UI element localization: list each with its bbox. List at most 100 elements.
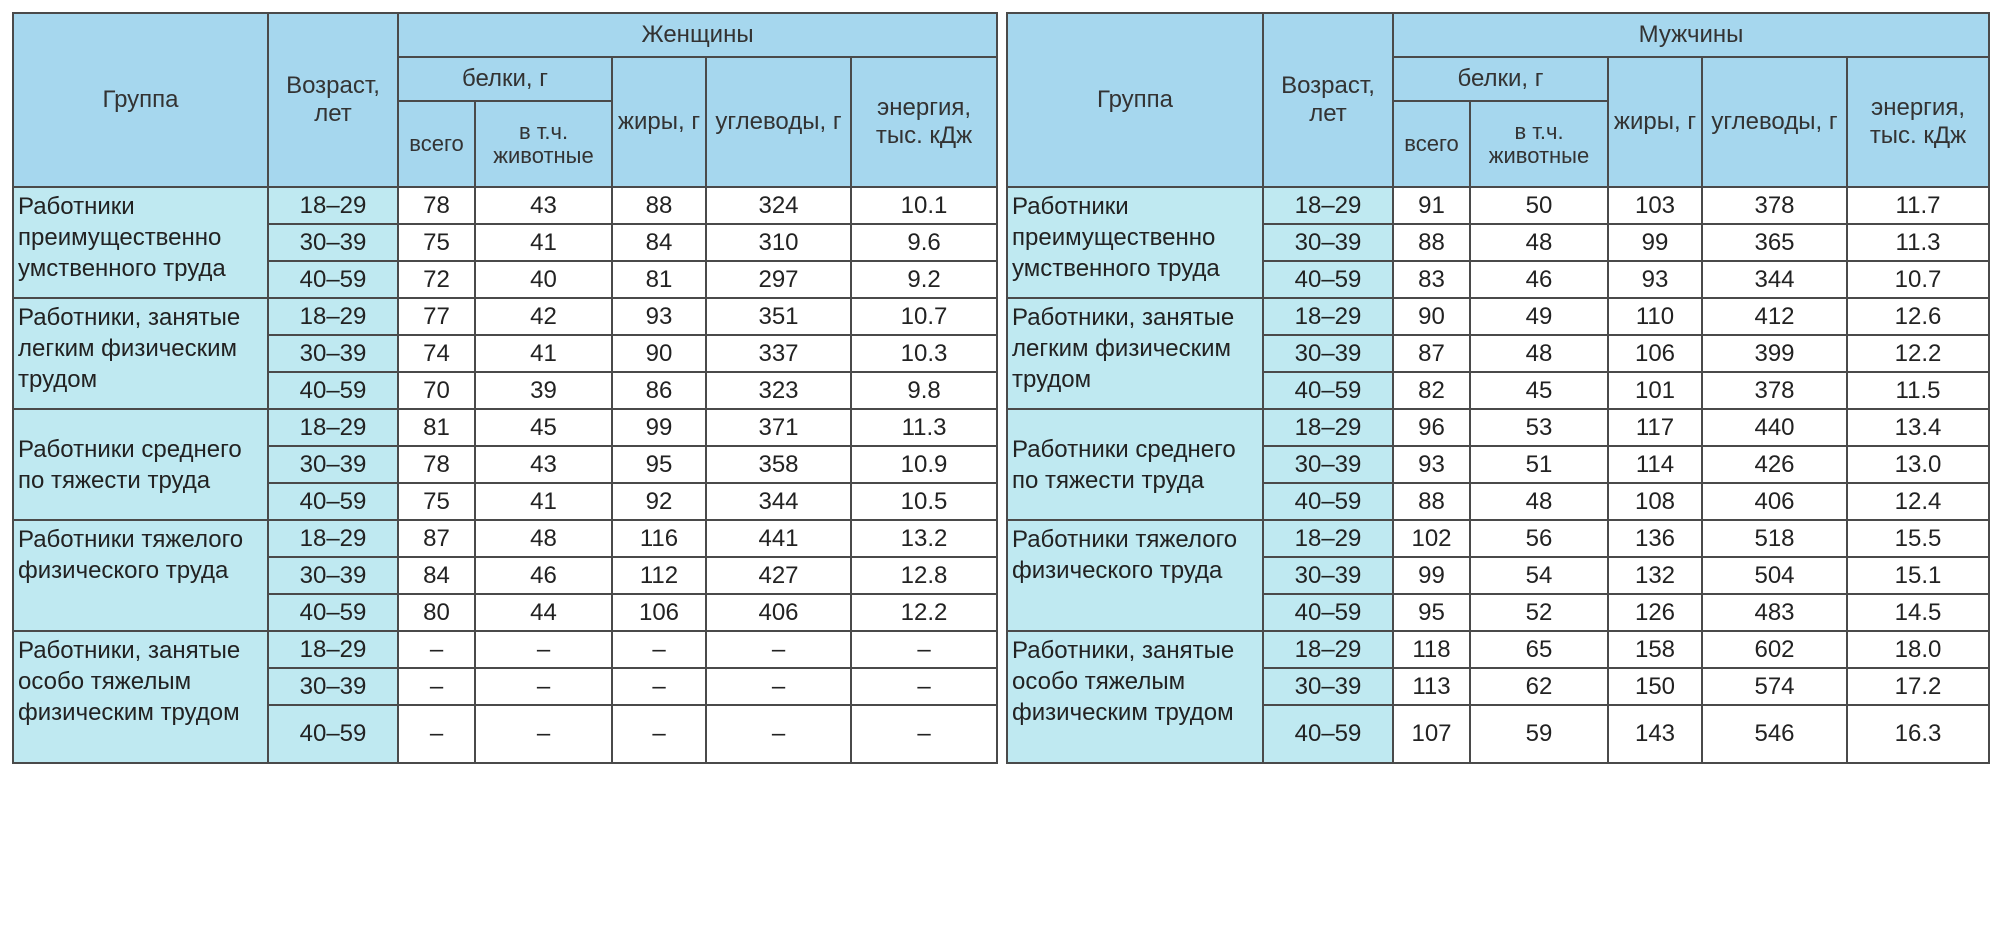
total-cell: 83	[1392, 260, 1471, 299]
animal-cell: 48	[1469, 334, 1609, 373]
animal-cell: 43	[474, 186, 613, 225]
total-cell: 107	[1392, 704, 1471, 764]
energy-cell: 9.2	[849, 260, 999, 299]
carbs-cell: 378	[1701, 186, 1848, 225]
animal-cell: 62	[1469, 667, 1609, 706]
table-row: 30–39 99 54 132 504 15.1	[1007, 556, 1991, 595]
carbs-cell: 483	[1701, 593, 1848, 632]
carbs-cell: 504	[1701, 556, 1848, 595]
table-row: 40–59– – – – –	[13, 704, 999, 764]
age-cell: 18–29	[267, 408, 399, 447]
fats-cell: 112	[611, 556, 707, 595]
table-row: 40–59 107 59 143 546 16.3	[1007, 704, 1991, 764]
age-cell: 40–59	[267, 704, 399, 764]
age-cell: 18–29	[1262, 297, 1394, 336]
total-cell: 88	[1392, 482, 1471, 521]
animal-cell: 39	[474, 371, 613, 410]
age-cell: 18–29	[267, 519, 399, 558]
carbs-cell: 378	[1701, 371, 1848, 410]
age-cell: 30–39	[267, 556, 399, 595]
animal-cell: 41	[474, 482, 613, 521]
age-cell: 30–39	[1262, 223, 1394, 262]
total-cell: 102	[1392, 519, 1471, 558]
table-row: 40–59 88 48 108 406 12.4	[1007, 482, 1991, 521]
age-cell: 18–29	[1262, 519, 1394, 558]
age-cell: 18–29	[1262, 408, 1394, 447]
group-name: Работники среднего по тяжести труда	[12, 408, 269, 521]
total-cell: 91	[1392, 186, 1471, 225]
group-name: Работники преимущественно умственного тр…	[1006, 186, 1264, 299]
animal-cell: –	[474, 630, 613, 669]
fats-cell: 92	[611, 482, 707, 521]
fats-cell: 88	[611, 186, 707, 225]
energy-cell: –	[849, 704, 999, 764]
fats-cell: 110	[1607, 297, 1703, 336]
animal-cell: 41	[474, 223, 613, 262]
men-nutrition-table: Группа Возраст, лет Мужчины белки, г жир…	[1006, 12, 1991, 764]
carbs-cell: 310	[705, 223, 852, 262]
energy-cell: 10.7	[1845, 260, 1991, 299]
total-cell: 113	[1392, 667, 1471, 706]
fats-cell: 114	[1607, 445, 1703, 484]
table-row: 30–39 78 43 95 358 10.9	[13, 445, 999, 484]
age-cell: 40–59	[267, 260, 399, 299]
animal-cell: 46	[474, 556, 613, 595]
fats-cell: 106	[611, 593, 707, 632]
carbs-cell: 427	[705, 556, 852, 595]
animal-cell: 65	[1469, 630, 1609, 669]
table-row: 40–59 95 52 126 483 14.5	[1007, 593, 1991, 632]
total-cell: 77	[397, 297, 476, 336]
animal-cell: 50	[1469, 186, 1609, 225]
fats-header: жиры, г	[611, 56, 707, 188]
energy-cell: 11.3	[1845, 223, 1991, 262]
age-cell: 40–59	[1262, 482, 1394, 521]
fats-cell: 86	[611, 371, 707, 410]
carbs-cell: 441	[705, 519, 852, 558]
fats-cell: 143	[1607, 704, 1703, 764]
total-cell: 87	[397, 519, 476, 558]
proteins-total-header: всего	[397, 100, 476, 188]
carbs-cell: 546	[1701, 704, 1848, 764]
carbs-header: углеводы, г	[1701, 56, 1848, 188]
group-name: Работники тяжелого физического труда	[12, 519, 269, 632]
energy-cell: 10.5	[849, 482, 999, 521]
table-row: 30–39 113 62 150 574 17.2	[1007, 667, 1991, 706]
fats-cell: 93	[1607, 260, 1703, 299]
carbs-cell: 344	[705, 482, 852, 521]
group-name: Работники, занятые особо тяжелым физичес…	[1006, 630, 1264, 764]
table-row: Работники среднего по тяжести труда 18–29…	[12, 408, 999, 521]
group-name: Работники тяжелого физического труда	[1006, 519, 1264, 632]
carbs-cell: 324	[705, 186, 852, 225]
carbs-cell: 574	[1701, 667, 1848, 706]
energy-cell: 10.3	[849, 334, 999, 373]
carbs-cell: –	[705, 630, 852, 669]
fats-cell: 84	[611, 223, 707, 262]
energy-header: энергия, тыс. кДж	[1845, 56, 1991, 188]
energy-cell: 12.6	[1845, 297, 1991, 336]
table-row: Работники, занятые легким физическим тру…	[1006, 297, 1991, 410]
age-header: Возраст, лет	[267, 12, 399, 188]
energy-cell: –	[849, 630, 999, 669]
total-cell: 88	[1392, 223, 1471, 262]
women-nutrition-table: Группа Возраст, лет Женщины белки, г жир…	[12, 12, 999, 764]
animal-cell: 43	[474, 445, 613, 484]
energy-cell: 12.4	[1845, 482, 1991, 521]
carbs-cell: 399	[1701, 334, 1848, 373]
proteins-animal-header: в т.ч. животные	[1469, 100, 1609, 188]
carbs-cell: 412	[1701, 297, 1848, 336]
total-cell: 81	[397, 408, 476, 447]
proteins-header: белки, г	[1392, 56, 1609, 102]
table-row: Работники преимущественно умственного тр…	[1006, 186, 1991, 299]
total-cell: 82	[1392, 371, 1471, 410]
carbs-cell: –	[705, 704, 852, 764]
proteins-header: белки, г	[397, 56, 613, 102]
carbs-cell: 297	[705, 260, 852, 299]
group-name: Работники, занятые легким физическим тру…	[1006, 297, 1264, 410]
carbs-cell: 426	[1701, 445, 1848, 484]
total-cell: 95	[1392, 593, 1471, 632]
age-cell: 18–29	[267, 297, 399, 336]
carbs-cell: 371	[705, 408, 852, 447]
sex-title: Женщины	[396, 12, 999, 58]
total-cell: –	[397, 704, 476, 764]
proteins-animal-header: в т.ч. животные	[474, 100, 613, 188]
